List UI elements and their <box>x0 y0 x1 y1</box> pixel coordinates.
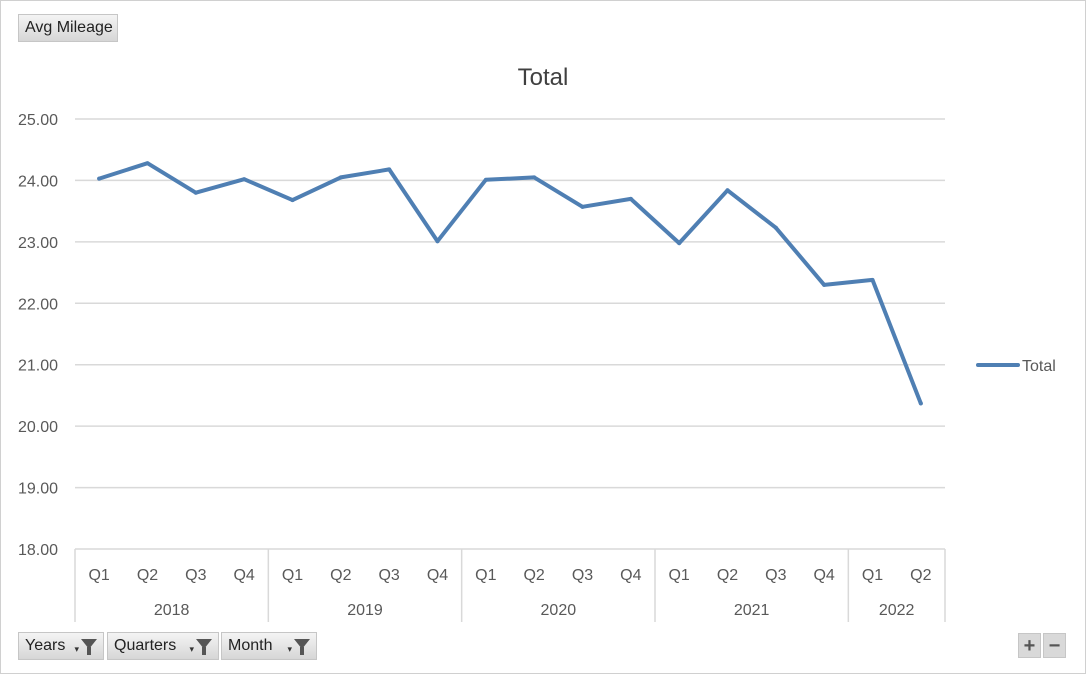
y-tick-label: 24.00 <box>18 173 58 190</box>
chart-title: Total <box>518 64 569 91</box>
x-tick-label: Q4 <box>233 567 254 584</box>
years-field-label: Years <box>25 637 66 654</box>
x-group-label: 2021 <box>734 602 770 619</box>
legend: Total <box>976 358 1056 375</box>
x-tick-label: Q2 <box>717 567 738 584</box>
data-point <box>387 167 392 172</box>
plus-icon: + <box>1023 634 1036 657</box>
x-group-label: 2018 <box>154 602 190 619</box>
collapse-field-button[interactable]: − <box>1043 633 1066 658</box>
x-tick-label: Q4 <box>427 567 448 584</box>
data-point <box>725 188 730 193</box>
filter-funnel-icon[interactable] <box>81 639 97 655</box>
x-tick-label: Q2 <box>137 567 158 584</box>
month-field-label: Month <box>228 637 273 654</box>
data-point <box>193 190 198 195</box>
dropdown-arrow-icon: ▾ <box>74 643 79 654</box>
x-tick-label: Q3 <box>572 567 593 584</box>
series-layer <box>97 161 923 406</box>
y-tick-label: 22.00 <box>18 296 58 313</box>
month-field-button[interactable]: Month ▾ <box>221 632 317 660</box>
x-group-label: 2020 <box>541 602 577 619</box>
dropdown-arrow-icon: ▾ <box>287 643 292 654</box>
x-tick-label: Q2 <box>330 567 351 584</box>
x-tick-label: Q4 <box>813 567 834 584</box>
x-group-label: 2019 <box>347 602 383 619</box>
data-point <box>580 204 585 209</box>
data-point <box>918 401 923 406</box>
quarters-field-label: Quarters <box>114 637 177 654</box>
data-point <box>483 177 488 182</box>
x-group-label: 2022 <box>879 602 915 619</box>
x-tick-label: Q1 <box>862 567 883 584</box>
x-tick-label: Q3 <box>378 567 399 584</box>
filter-funnel-icon[interactable] <box>294 639 310 655</box>
data-point <box>773 225 778 230</box>
x-axis: Q1 Q2 Q3 Q4 Q1 Q2 Q3 Q4 Q1 Q2 Q3 Q4 Q1 Q2 Q3 Q4 Q1 Q2 2018… <box>74 549 946 622</box>
x-tick-label: Q3 <box>765 567 786 584</box>
value-field-label: Avg Mileage <box>25 19 113 36</box>
quarters-field-button[interactable]: Quarters ▾ <box>107 632 219 660</box>
value-field-button[interactable]: Avg Mileage <box>18 14 118 42</box>
expand-field-button[interactable]: + <box>1018 633 1041 658</box>
y-tick-label: 19.00 <box>18 481 58 498</box>
data-point <box>677 241 682 246</box>
x-tick-label: Q1 <box>88 567 109 584</box>
data-point <box>97 176 102 181</box>
x-tick-label: Q2 <box>910 567 931 584</box>
x-tick-label: Q3 <box>185 567 206 584</box>
filter-funnel-icon[interactable] <box>196 639 212 655</box>
data-point <box>628 196 633 201</box>
minus-icon: − <box>1048 634 1061 657</box>
y-tick-label: 20.00 <box>18 419 58 436</box>
x-tick-label: Q1 <box>282 567 303 584</box>
data-point <box>145 161 150 166</box>
data-point <box>338 175 343 180</box>
y-axis-tick-labels: 25.00 24.00 23.00 22.00 21.00 20.00 19.00 18.00 <box>18 112 58 559</box>
x-tick-label: Q1 <box>668 567 689 584</box>
series-line-total <box>97 161 923 406</box>
gridlines <box>75 118 945 550</box>
x-tick-label: Q1 <box>475 567 496 584</box>
data-point <box>290 198 295 203</box>
years-field-button[interactable]: Years ▾ <box>18 632 104 660</box>
legend-label: Total <box>1022 358 1056 375</box>
y-tick-label: 21.00 <box>18 358 58 375</box>
y-tick-label: 23.00 <box>18 235 58 252</box>
data-point <box>435 239 440 244</box>
dropdown-arrow-icon: ▾ <box>189 643 194 654</box>
data-point <box>242 177 247 182</box>
data-point <box>822 282 827 287</box>
y-tick-label: 18.00 <box>18 542 58 559</box>
x-tick-label: Q4 <box>620 567 641 584</box>
data-point <box>870 277 875 282</box>
data-point <box>532 175 537 180</box>
x-tick-label: Q2 <box>523 567 544 584</box>
y-tick-label: 25.00 <box>18 112 58 129</box>
